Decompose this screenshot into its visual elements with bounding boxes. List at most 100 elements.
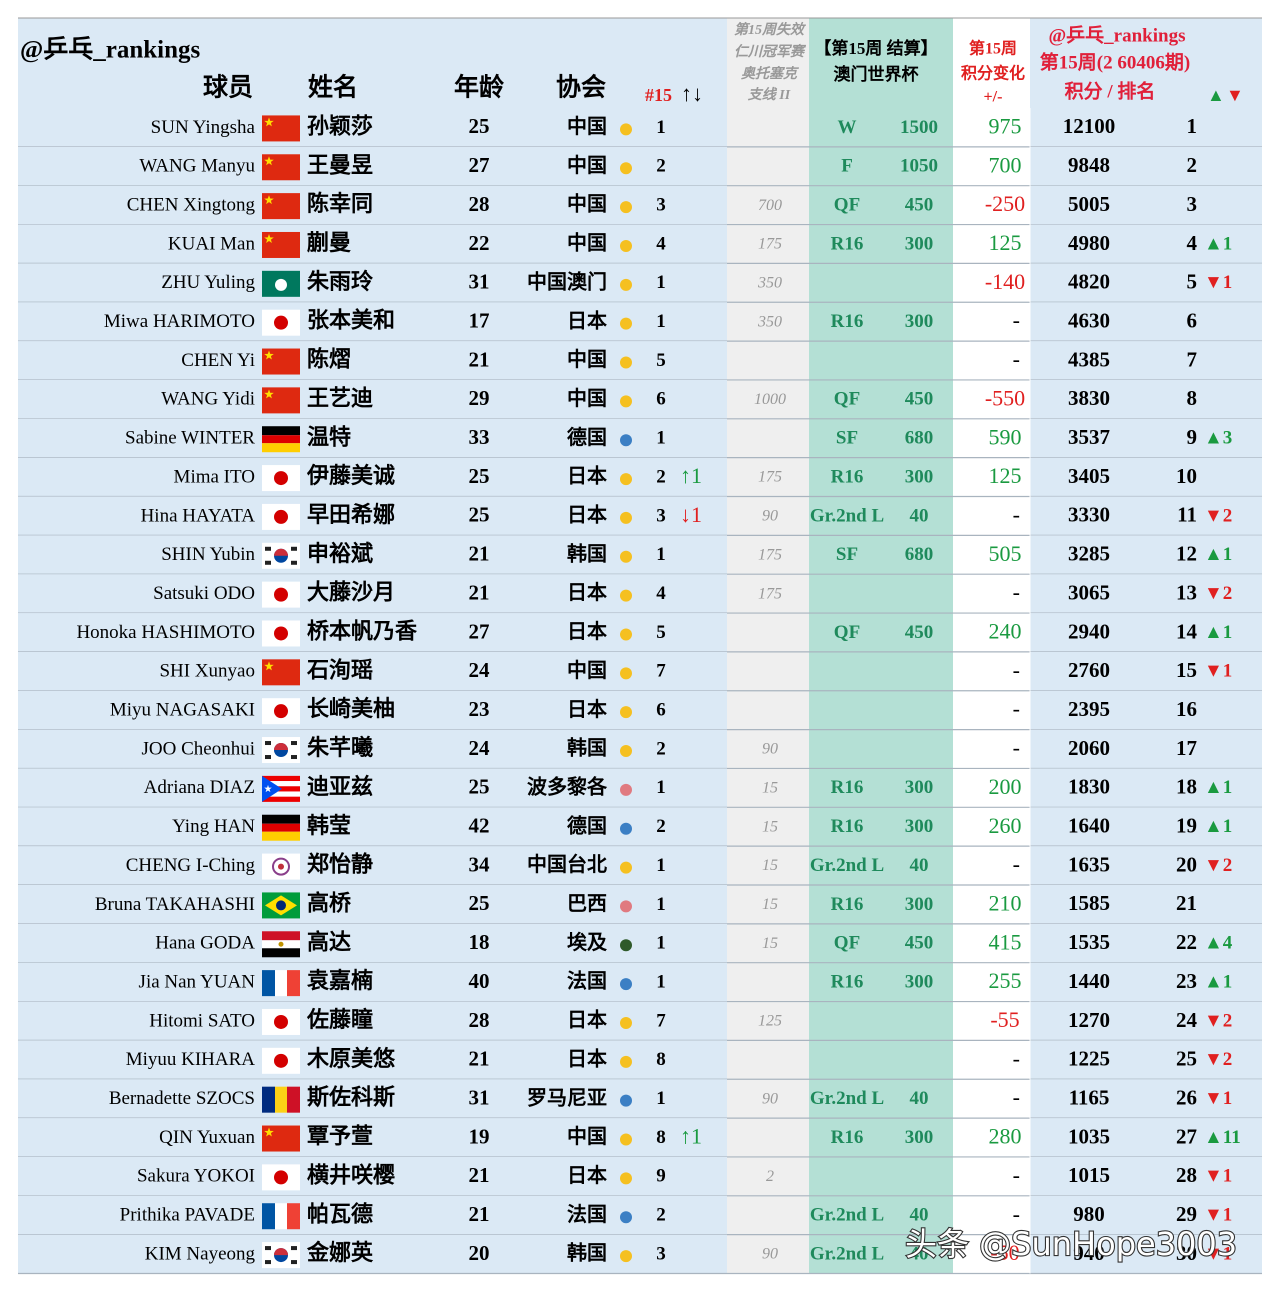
flag [262,154,300,181]
row-bg-left [18,1156,727,1196]
flag-part [274,626,288,641]
association-rank: 2 [656,816,666,837]
flag [262,581,300,608]
association-rank: 1 [656,311,666,332]
association: 中国 [567,386,607,410]
col-header: 【第15周 结算】 [814,38,937,58]
row-bg-left [18,1079,727,1119]
flag-part [262,1086,275,1113]
player-name-en: WANG Yidi [161,389,255,410]
player-name-en: KIM Nayeong [145,1243,256,1264]
row-bg-left [18,1040,727,1080]
flag-part [265,741,271,746]
association-dot [620,939,632,952]
points-change: - [1013,1162,1020,1187]
watermark: 头条 @SunHope3003 [905,1225,1237,1263]
flag [262,542,300,569]
macau-round: Gr.2nd L [810,1243,884,1264]
player-name-en: QIN Yuxuan [159,1127,255,1148]
points-change: -50 [990,1240,1019,1265]
association-rank: 8 [656,1049,666,1070]
row-bg-right [1030,341,1262,380]
age: 27 [469,619,490,643]
player-name-en: SHI Xunyao [159,661,255,682]
association-dot [620,1094,632,1107]
flag [262,853,300,880]
macau-points: 300 [905,971,934,992]
association-dot [620,628,632,641]
association-rank: 7 [656,661,666,682]
points-change: 700 [989,152,1022,177]
total-points: 4980 [1068,231,1110,255]
rank: 11 [1177,503,1197,527]
total-points: 940 [1073,1241,1105,1265]
player-name-cn: 迪亚兹 [307,774,373,799]
header-bg [18,18,727,108]
player-name-en: Jia Nan YUAN [139,971,256,992]
association-rank: 3 [656,505,666,526]
flag-part [265,546,271,551]
association-rank: 2 [656,738,666,759]
macau-round: R16 [831,816,864,837]
points-change: 505 [989,541,1022,566]
association-dot [620,434,632,447]
flag-part [262,193,300,220]
total-points: 1015 [1068,1163,1110,1187]
age: 19 [469,1124,490,1148]
age: 21 [469,1047,490,1071]
points-change: - [1013,1046,1020,1071]
rankings-header: @乒乓_rankings 第15周(2 60406期) 积分 / 排名 [1040,24,1190,102]
player-name-cn: 高桥 [307,890,351,915]
flag [262,1086,300,1113]
points-change: - [1013,852,1020,877]
points-change: - [1013,502,1020,527]
association-dot [620,1055,632,1068]
age: 22 [469,231,490,255]
association-dot [620,900,632,913]
flag [262,193,300,220]
col-header: 第15周 [969,39,1017,58]
total-points: 2940 [1068,619,1110,643]
association-dot [620,511,632,524]
total-points: 9848 [1068,153,1110,177]
association: 日本 [567,309,607,332]
row-bg-right [1030,457,1262,497]
association-rank: 1 [656,971,666,992]
expiring-points: 700 [758,197,782,214]
association: 中国 [567,658,607,682]
row-bg-left [18,1001,727,1041]
total-points: 2760 [1068,658,1110,682]
rank: 14 [1176,619,1198,643]
flag-part [291,741,297,746]
association-dot [620,356,632,369]
expiring-points: 175 [758,546,782,563]
rank: 2 [1187,153,1198,177]
col-header: +/- [984,89,1003,106]
player-name-en: Sabine WINTER [125,428,255,449]
association: 中国 [567,347,607,371]
player-name-cn: 朱雨玲 [307,269,374,294]
player-name-cn: 朱芊曦 [307,735,373,760]
player-name-en: Satsuki ODO [153,583,255,604]
age: 28 [469,192,490,216]
association-dot [620,162,632,175]
rank-move: ▲4 [1204,933,1233,954]
rank: 28 [1176,1163,1197,1187]
points-change: -250 [985,191,1025,216]
rank: 3 [1187,192,1198,216]
association-dot [620,473,632,486]
total-points: 1165 [1069,1085,1110,1109]
rank: 25 [1176,1047,1197,1071]
col-header: 姓名 [308,73,358,102]
flag-part [274,1053,288,1068]
association-rank: 1 [656,544,666,565]
macau-round: R16 [831,777,864,798]
player-name-cn: 陈幸同 [307,191,373,216]
total-points: 1585 [1068,891,1110,915]
macau-round: R16 [831,233,864,254]
flag [262,1164,300,1191]
total-points: 3830 [1068,386,1110,410]
row-bg-left [18,146,727,186]
flag-part [265,1260,271,1265]
points-change: 590 [989,424,1022,449]
